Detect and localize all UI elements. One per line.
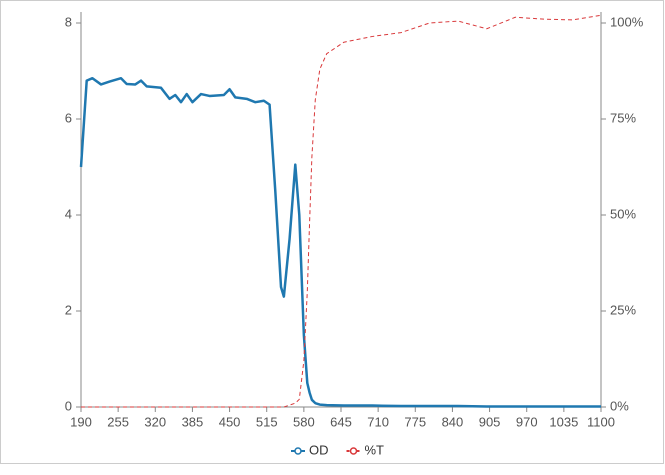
- frame: [0, 0, 664, 464]
- y2-tick-label: 50%: [610, 206, 636, 221]
- series-line: [79, 76, 601, 408]
- y2-tick-label: 75%: [610, 110, 636, 125]
- legend-label: %T: [365, 442, 385, 457]
- x-tick-label: 905: [479, 414, 501, 429]
- x-tick-label: 645: [330, 414, 352, 429]
- y-tick-label: 4: [65, 206, 72, 221]
- x-tick-label: 385: [182, 414, 204, 429]
- legend-label: OD: [309, 442, 329, 457]
- x-tick-label: 1035: [549, 414, 578, 429]
- y-tick-label: 8: [65, 14, 72, 29]
- x-tick-label: 840: [442, 414, 464, 429]
- x-tick-label: 515: [256, 414, 278, 429]
- x-tick-label: 710: [367, 414, 389, 429]
- x-tick-label: 450: [219, 414, 241, 429]
- y-tick-label: 0: [65, 398, 72, 413]
- legend-item[interactable]: OD: [291, 442, 329, 457]
- y-tick-label: 6: [65, 110, 72, 125]
- legend-marker: [349, 447, 358, 455]
- y2-tick-label: 0%: [610, 398, 629, 413]
- series-line: [81, 14, 602, 408]
- legend-item[interactable]: %T: [346, 442, 385, 457]
- x-tick-label: 1100: [587, 414, 615, 429]
- x-tick-label: 580: [293, 414, 315, 429]
- x-tick-label: 970: [516, 414, 538, 429]
- x-tick-label: 190: [70, 414, 92, 429]
- legend-marker: [294, 447, 302, 455]
- x-tick-label: 255: [107, 414, 129, 429]
- y2-tick-label: 25%: [610, 302, 636, 317]
- y-tick-label: 2: [65, 302, 72, 317]
- x-tick-label: 320: [144, 414, 166, 429]
- y2-tick-label: 100%: [610, 14, 644, 29]
- x-tick-label: 775: [404, 414, 426, 429]
